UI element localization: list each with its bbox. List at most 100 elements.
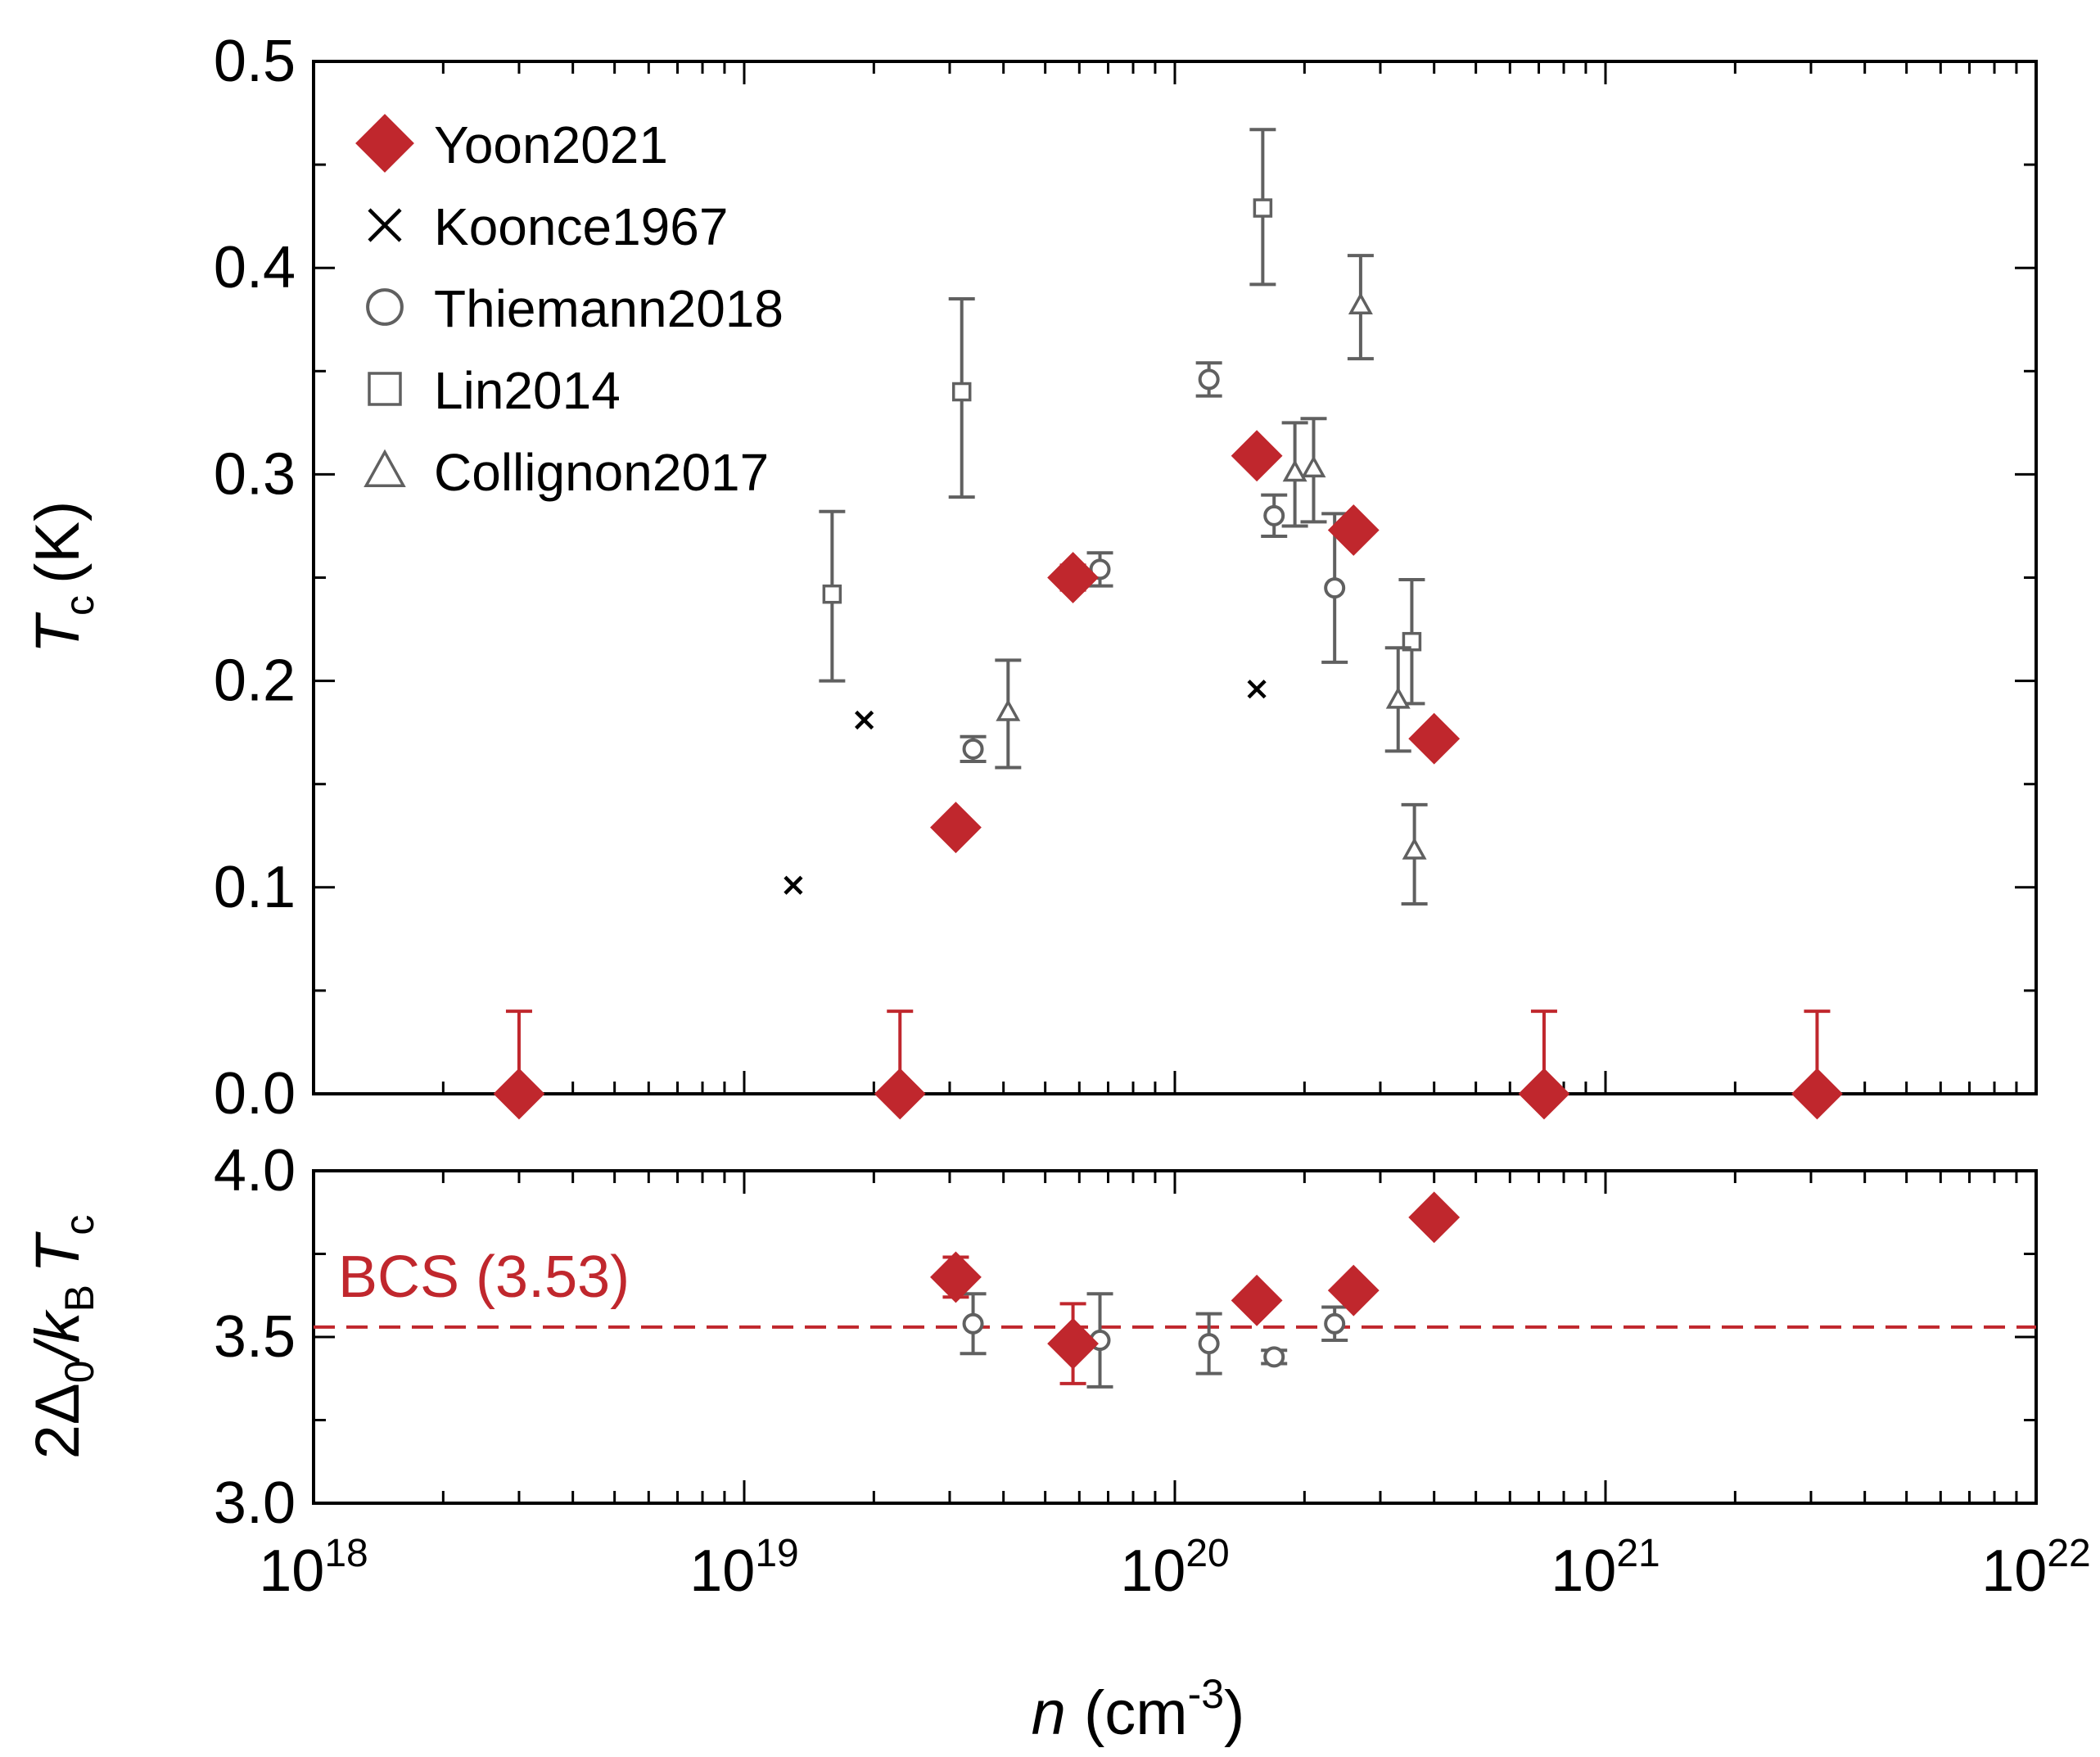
triangle-marker [996,698,1021,721]
circle-marker [962,1312,984,1335]
diamond-marker [1231,430,1283,482]
diamond-marker [1327,504,1380,556]
y-label-symbol: T [23,612,93,653]
triangle-marker [1301,455,1326,478]
gap-sub-B: B [56,1285,102,1312]
circle-marker [1324,1312,1346,1335]
x-tick-exponent: 20 [1185,1532,1229,1575]
x-tick-base: 10 [259,1538,324,1604]
square-marker [368,372,402,406]
legend-label: Yoon2021 [434,115,668,174]
y-axis-label-gap-ratio: 2Δ0/kBTc [23,1215,102,1460]
circle-marker [962,738,984,760]
diamond-marker [1231,1274,1283,1326]
x-tick-label: 1018 [259,1532,368,1604]
x-tick-label: 1019 [689,1532,798,1604]
cross-marker [784,875,803,895]
bcs-label: BCS (3.53) [338,1244,630,1310]
legend-label: Lin2014 [434,361,621,420]
diamond-marker [355,114,414,173]
circle-marker [1263,1346,1285,1368]
square-marker [1253,198,1273,218]
x-tick-label: 1022 [1981,1532,2090,1604]
diamond-marker [874,1068,926,1120]
series-yoon2021 [493,430,1843,1120]
circle-marker [366,288,404,326]
y-tick-label: 4.0 [214,1138,296,1204]
circle-marker [1324,577,1346,599]
gap-prefix: 2Δ [23,1383,93,1459]
diamond-marker [493,1068,545,1120]
x-tick-base: 10 [689,1538,755,1604]
gap-sub-c: c [56,1215,102,1235]
plot-frame [312,1169,2038,1505]
diamond-marker [1408,712,1461,765]
series-koonce1967 [784,680,1267,895]
x-label-unit: (cm [1084,1678,1188,1748]
square-marker [951,382,972,402]
legend-label: Collignon2017 [434,443,769,502]
y-tick-label: 0.2 [214,648,296,714]
x-tick-base: 10 [1551,1538,1616,1604]
diamond-marker [1518,1068,1570,1120]
x-tick-base: 10 [1981,1538,2047,1604]
x-tick-exponent: 21 [1616,1532,1660,1575]
diamond-marker [1791,1068,1843,1120]
series-thiemann2018 [960,361,1348,763]
diamond-marker [930,802,982,854]
triangle-marker [364,449,406,487]
circle-marker [1198,368,1220,391]
y-axis-label: Tc (K) [23,501,102,654]
circle-marker [1089,558,1111,580]
y-tick-label: 0.3 [214,441,296,507]
x-label-close: ) [1224,1678,1244,1748]
series-yoon2021 [930,1191,1461,1385]
triangle-marker [1282,459,1307,482]
cross-marker [855,710,874,730]
panel-top: 0.0 0.1 0.2 0.3 0.4 0.5 Yoon2021 Koonce1967 Thie… [23,29,2038,1127]
x-tick-label: 1021 [1551,1532,1660,1604]
cross-marker [1247,680,1267,699]
square-marker [1402,631,1422,652]
y-label-subscript: c [56,595,102,616]
x-tick-exponent: 19 [755,1532,798,1575]
y-tick-label: 0.1 [214,855,296,920]
x-tick-exponent: 18 [324,1532,368,1575]
gap-T: T [23,1231,93,1273]
series-thiemann2018 [960,1292,1348,1389]
y-tick-label: 3.0 [214,1470,296,1536]
x-tick-exponent: 22 [2047,1532,2090,1575]
plot-frame [312,60,2038,1095]
y-tick-label: 0.4 [214,235,296,300]
square-marker [822,584,842,604]
triangle-marker [1385,686,1411,709]
circle-marker [1198,1333,1220,1355]
legend: Yoon2021 Koonce1967 Thiemann2018 Lin2014 Col… [355,114,784,502]
y-tick-label: 0.0 [214,1061,296,1127]
series-collignon2017 [995,254,1428,906]
y-tick-label: 3.5 [214,1304,296,1370]
diamond-marker [1047,552,1099,603]
series-lin2014 [819,128,1425,706]
x-tick-label: 1020 [1120,1532,1229,1604]
triangle-marker [1402,837,1427,860]
diamond-marker [1327,1264,1380,1317]
x-tick-base: 10 [1120,1538,1185,1604]
y-tick-label: 0.5 [214,29,296,94]
diamond-marker [930,1251,982,1303]
diamond-marker [1047,1317,1099,1370]
circle-marker [1263,504,1285,526]
gap-sub-0: 0 [56,1361,102,1384]
legend-label: Thiemann2018 [434,279,784,338]
diamond-marker [1408,1191,1461,1244]
x-label-exponent: -3 [1188,1671,1224,1717]
y-label-unit: (K) [23,501,93,584]
gap-k: /k [23,1308,93,1364]
cross-marker [368,208,402,242]
x-axis-label: n (cm-3) [1032,1671,1245,1748]
triangle-marker [1348,291,1373,314]
x-label-variable: n [1032,1678,1066,1748]
legend-label: Koonce1967 [434,197,728,256]
